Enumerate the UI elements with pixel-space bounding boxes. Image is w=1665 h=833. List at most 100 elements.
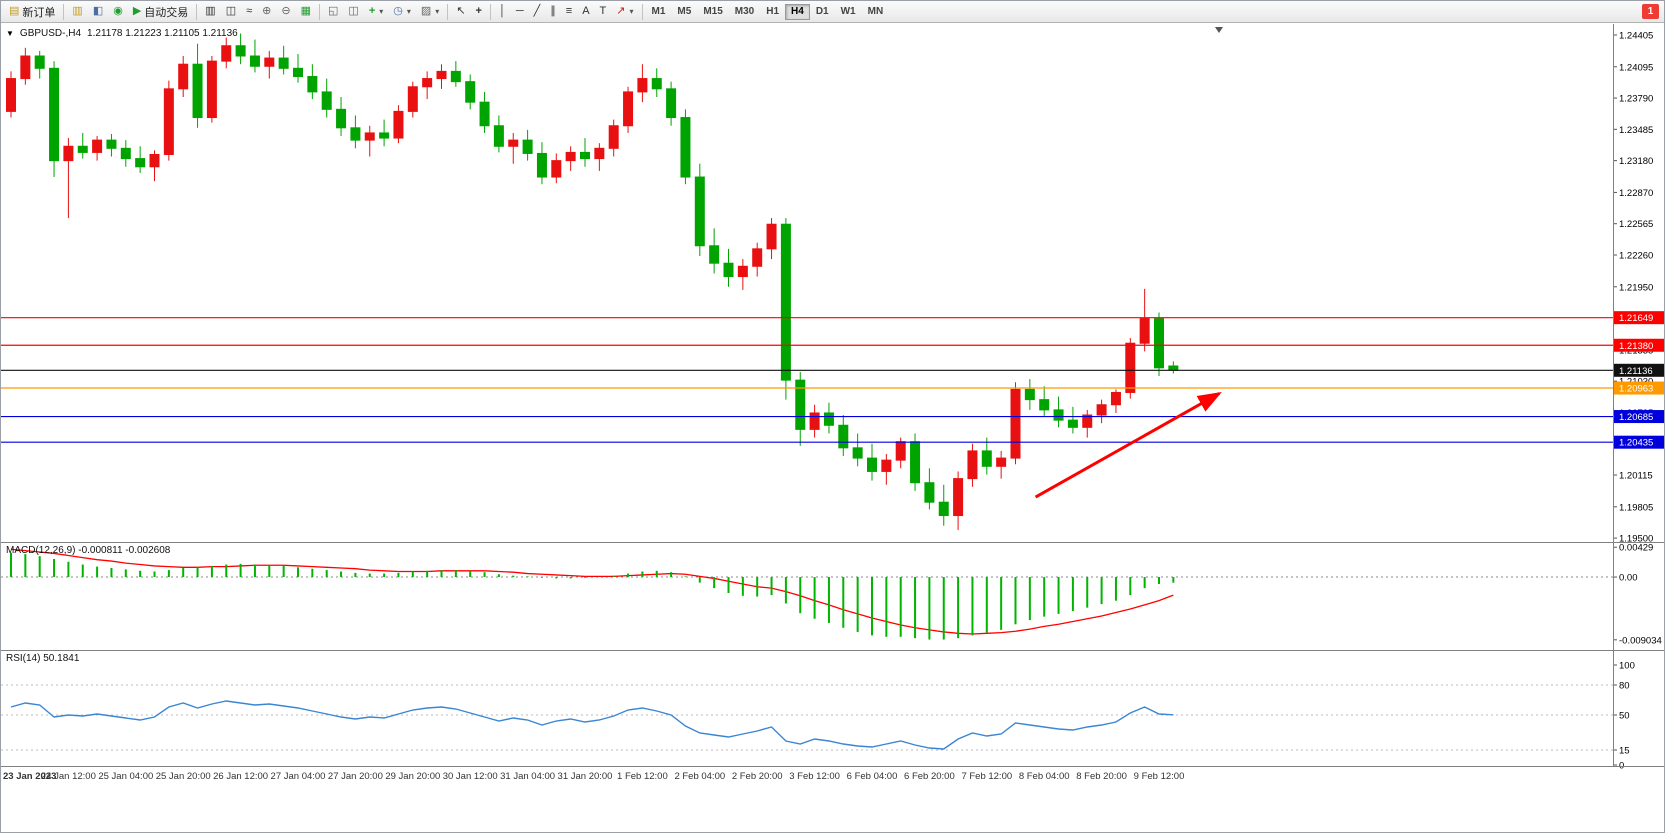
trend-arrow-object[interactable] [1034,391,1222,499]
svg-text:27 Jan 20:00: 27 Jan 20:00 [328,771,383,782]
vertical-line-button[interactable]: │ [494,3,511,21]
svg-text:1.21649: 1.21649 [1619,313,1653,324]
templates-button[interactable]: ▨ ▾ [416,3,444,21]
svg-text:2 Feb 20:00: 2 Feb 20:00 [732,771,783,782]
community-button[interactable]: ◉ [108,3,128,21]
new-order-label: 新订单 [22,6,56,19]
svg-text:3 Feb 12:00: 3 Feb 12:00 [789,771,840,782]
horizontal-line-button[interactable]: ─ [511,3,529,21]
toolbar-right: 1 [1642,4,1661,19]
svg-text:9 Feb 12:00: 9 Feb 12:00 [1134,771,1185,782]
charts-profile-button[interactable]: ▥ [67,3,87,21]
channel-button[interactable]: ∥ [545,3,561,21]
toolbar-separator [196,3,198,20]
svg-text:1.22565: 1.22565 [1619,219,1653,230]
timeframe-d1[interactable]: D1 [810,4,835,20]
chart-shift-marker[interactable] [1215,27,1223,33]
zoom-out-icon: ⊖ [281,5,291,17]
cascade-icon: ◱ [328,5,339,17]
channel-icon: ∥ [550,5,556,17]
tile-horizontal-icon: ◫ [348,5,359,17]
svg-text:2 Feb 04:00: 2 Feb 04:00 [674,771,725,782]
text-label-button[interactable]: T [595,3,612,21]
price-axis: 1.24405 1.24095 1.23790 1.23485 1.23180 1.228… [1613,30,1653,545]
arrows-button[interactable]: ↗ ▾ [611,3,638,21]
bar-chart-icon: ▥ [205,5,216,17]
svg-text:25 Jan 20:00: 25 Jan 20:00 [156,771,211,782]
chart-canvas[interactable]: 1.24405 1.24095 1.23790 1.23485 1.23180 1.228… [1,24,1665,833]
svg-text:1 Feb 12:00: 1 Feb 12:00 [617,771,668,782]
candlestick-icon: ◫ [225,5,237,17]
svg-text:26 Jan 12:00: 26 Jan 12:00 [213,771,268,782]
autotrading-button[interactable]: ▶ 自动交易 [128,3,193,21]
timeframe-h1[interactable]: H1 [760,4,785,20]
line-chart-button[interactable]: ≈ [241,3,257,21]
svg-text:1.20435: 1.20435 [1619,438,1653,449]
arrows-icon: ↗ [616,5,626,17]
svg-text:1.23790: 1.23790 [1619,94,1653,105]
timeframe-m30[interactable]: M30 [729,4,760,20]
svg-text:0.00429: 0.00429 [1619,543,1653,554]
rsi-line [10,700,1174,750]
fibonacci-button[interactable]: ≡ [561,3,577,21]
chevron-down-icon: ▾ [379,7,384,16]
open-chart-button[interactable]: ◧ [88,3,108,21]
svg-text:1.19500: 1.19500 [1619,534,1653,545]
macd-signal-line [10,548,1174,635]
macd-panel: 0.00429 0.00 -0.009034 [1,543,1662,646]
svg-text:31 Jan 20:00: 31 Jan 20:00 [558,771,613,782]
open-chart-icon: ◧ [92,5,104,17]
timeframe-m15[interactable]: M15 [697,4,728,20]
autotrading-icon: ▶ [132,5,142,17]
timeframe-m1[interactable]: M1 [646,4,672,20]
trendline-button[interactable]: ╱ [529,3,546,21]
templates-icon: ▨ [420,5,432,17]
periods-button[interactable]: ◷ ▾ [388,3,416,21]
cursor-button[interactable]: ↖ [451,3,470,21]
candlestick-button[interactable]: ◫ [221,3,241,21]
macd-histogram [10,552,1175,640]
one-click-collapse-icon[interactable]: ▼ [6,29,14,38]
zoom-in-icon: ⊕ [262,5,272,17]
crosshair-button[interactable]: + [471,3,487,21]
timeframe-w1[interactable]: W1 [835,4,862,20]
trendline-icon: ╱ [533,5,541,17]
chart-region: 1.24405 1.24095 1.23790 1.23485 1.23180 1.228… [1,24,1665,833]
indicators-button[interactable]: + ▾ [364,3,388,21]
toolbar-separator [489,3,491,20]
toolbar-separator [447,3,449,20]
timeframe-mn[interactable]: MN [862,4,890,20]
new-order-icon: ▤ [9,5,20,17]
indicators-icon: + [368,5,376,17]
tile-windows-button[interactable]: ▦ [296,3,316,21]
svg-text:7 Feb 12:00: 7 Feb 12:00 [961,771,1012,782]
svg-text:1.21380: 1.21380 [1619,341,1653,352]
svg-text:1.21950: 1.21950 [1619,282,1653,293]
svg-text:1.19805: 1.19805 [1619,502,1653,513]
timeframe-m5[interactable]: M5 [671,4,697,20]
timeframe-h4[interactable]: H4 [785,3,810,20]
svg-text:25 Jan 04:00: 25 Jan 04:00 [98,771,153,782]
svg-text:8 Feb 20:00: 8 Feb 20:00 [1076,771,1127,782]
svg-text:6 Feb 04:00: 6 Feb 04:00 [847,771,898,782]
tile-horizontal-button[interactable]: ◫ [343,3,363,21]
toolbar-separator [63,3,65,20]
svg-text:30 Jan 12:00: 30 Jan 12:00 [443,771,498,782]
notifications-badge[interactable]: 1 [1642,4,1659,19]
zoom-in-button[interactable]: ⊕ [257,3,276,21]
community-icon: ◉ [113,5,123,17]
horizontal-line-objects [1,317,1613,443]
horizontal-line-icon: ─ [515,5,524,17]
svg-text:1.23180: 1.23180 [1619,156,1653,167]
new-order-button[interactable]: ▤ 新订单 [4,3,60,21]
bar-chart-button[interactable]: ▥ [200,3,220,21]
zoom-out-button[interactable]: ⊖ [276,3,295,21]
svg-text:1.22260: 1.22260 [1619,250,1653,261]
chevron-down-icon: ▾ [629,7,634,16]
text-button[interactable]: A [577,3,594,21]
toolbar-separator [319,3,320,20]
cascade-windows-button[interactable]: ◱ [323,3,343,21]
svg-text:100: 100 [1619,661,1635,672]
svg-text:1.20963: 1.20963 [1619,384,1653,395]
